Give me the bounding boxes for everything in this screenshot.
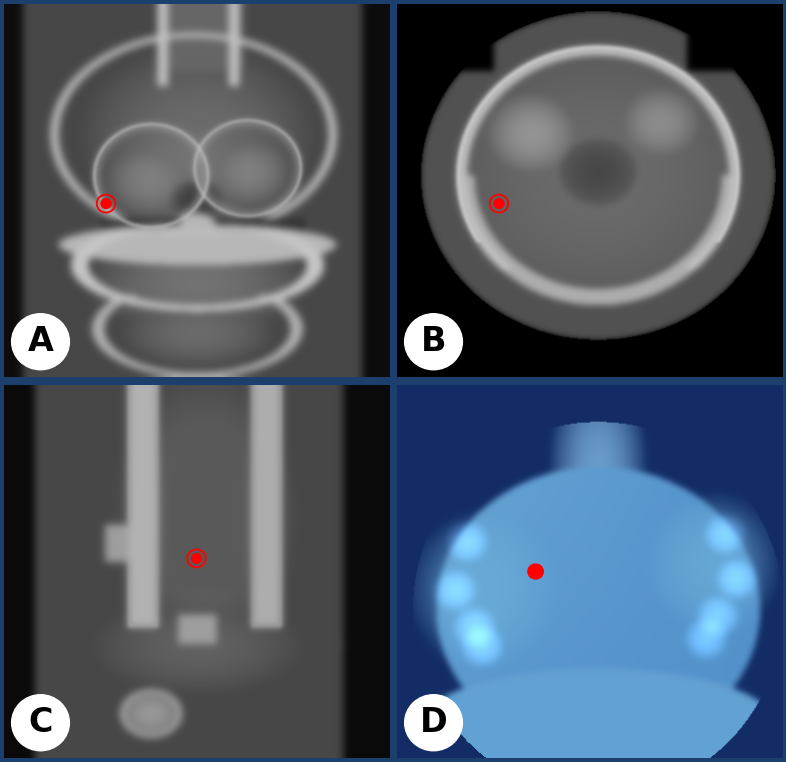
Text: A: A [28, 325, 53, 358]
Circle shape [494, 199, 504, 209]
Circle shape [12, 314, 69, 370]
Circle shape [192, 553, 201, 563]
Circle shape [528, 564, 543, 579]
Circle shape [12, 695, 69, 751]
Text: B: B [421, 325, 446, 358]
Circle shape [405, 314, 462, 370]
Circle shape [405, 695, 462, 751]
Text: C: C [28, 706, 53, 739]
Circle shape [101, 199, 111, 209]
Text: D: D [420, 706, 447, 739]
